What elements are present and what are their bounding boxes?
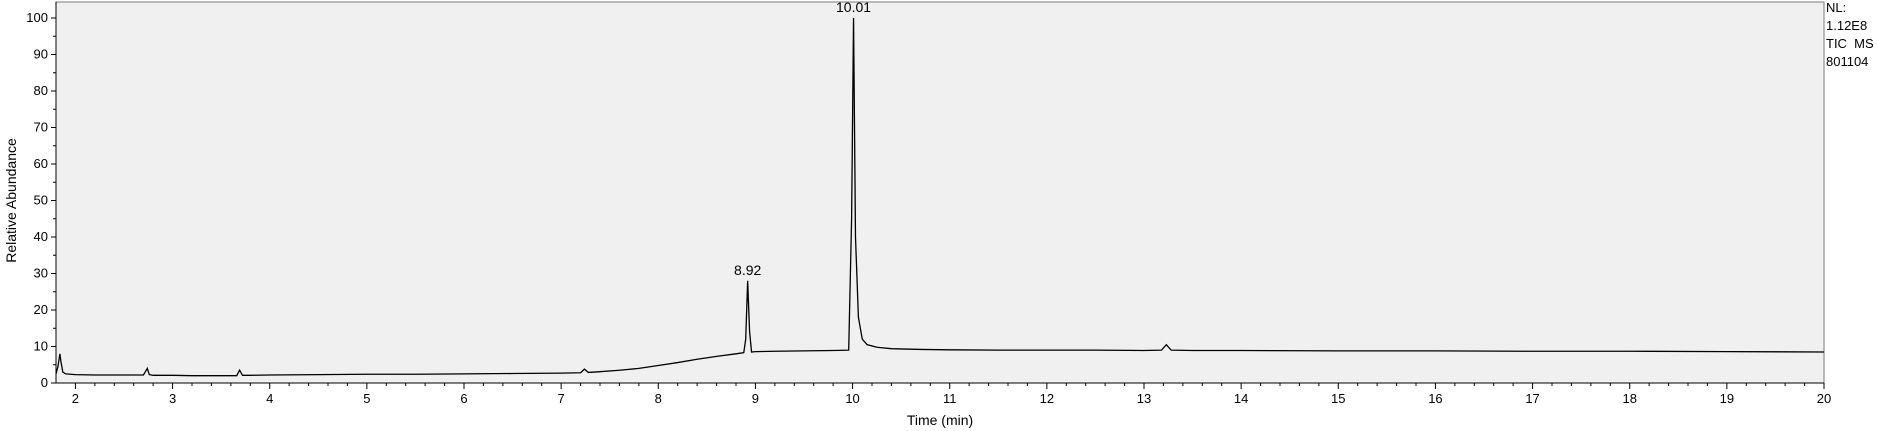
y-tick-label: 100	[26, 10, 48, 25]
x-tick-label: 11	[943, 391, 957, 406]
y-tick-label: 20	[34, 302, 48, 317]
x-tick-label: 8	[655, 391, 662, 406]
y-tick-label: 0	[41, 375, 48, 390]
x-tick-label: 7	[558, 391, 565, 406]
x-tick-label: 12	[1040, 391, 1054, 406]
x-tick-label: 18	[1622, 391, 1636, 406]
info-line: 801104	[1826, 54, 1868, 69]
x-tick-label: 19	[1720, 391, 1734, 406]
y-tick-label: 70	[34, 120, 48, 135]
y-tick-label: 60	[34, 156, 48, 171]
plot-area	[55, 1, 1825, 384]
info-line: 1.12E8	[1826, 18, 1867, 33]
x-tick-label: 13	[1137, 391, 1151, 406]
x-tick-label: 6	[460, 391, 467, 406]
info-line: TIC MS	[1826, 36, 1874, 51]
x-tick-label: 3	[169, 391, 176, 406]
x-axis-title: Time (min)	[907, 412, 973, 428]
info-panel: NL: 1.12E8 TIC MS 801104	[1826, 0, 1874, 69]
x-tick-label: 20	[1817, 391, 1831, 406]
y-tick-label: 90	[34, 47, 48, 62]
y-tick-label: 50	[34, 193, 48, 208]
y-tick-label: 30	[34, 266, 48, 281]
info-line: NL:	[1826, 0, 1846, 15]
y-tick-label: 40	[34, 229, 48, 244]
x-tick-label: 16	[1428, 391, 1442, 406]
x-tick-label: 15	[1331, 391, 1345, 406]
x-tick-label: 10	[845, 391, 859, 406]
x-tick-label: 14	[1234, 391, 1248, 406]
y-axis-title: Relative Abundance	[3, 138, 19, 263]
x-axis-ticks: 2 3 4 5 6 7 8 9 10 11 12 13 14 15 16 17 18 19 20	[72, 383, 1831, 406]
peak-labels: 8.92 10.01	[734, 0, 871, 278]
y-tick-label: 80	[34, 83, 48, 98]
x-tick-label: 5	[363, 391, 370, 406]
peak-label: 10.01	[836, 0, 871, 15]
y-axis-ticks: 0 10 20 30 40 50 60 70 80 90 100	[26, 10, 56, 390]
y-tick-label: 10	[34, 339, 48, 354]
x-tick-label: 9	[752, 391, 759, 406]
peak-label: 8.92	[734, 262, 761, 278]
x-tick-label: 2	[72, 391, 79, 406]
x-tick-label: 17	[1525, 391, 1539, 406]
tic-trace-line	[55, 17, 1825, 377]
x-tick-label: 4	[266, 391, 273, 406]
